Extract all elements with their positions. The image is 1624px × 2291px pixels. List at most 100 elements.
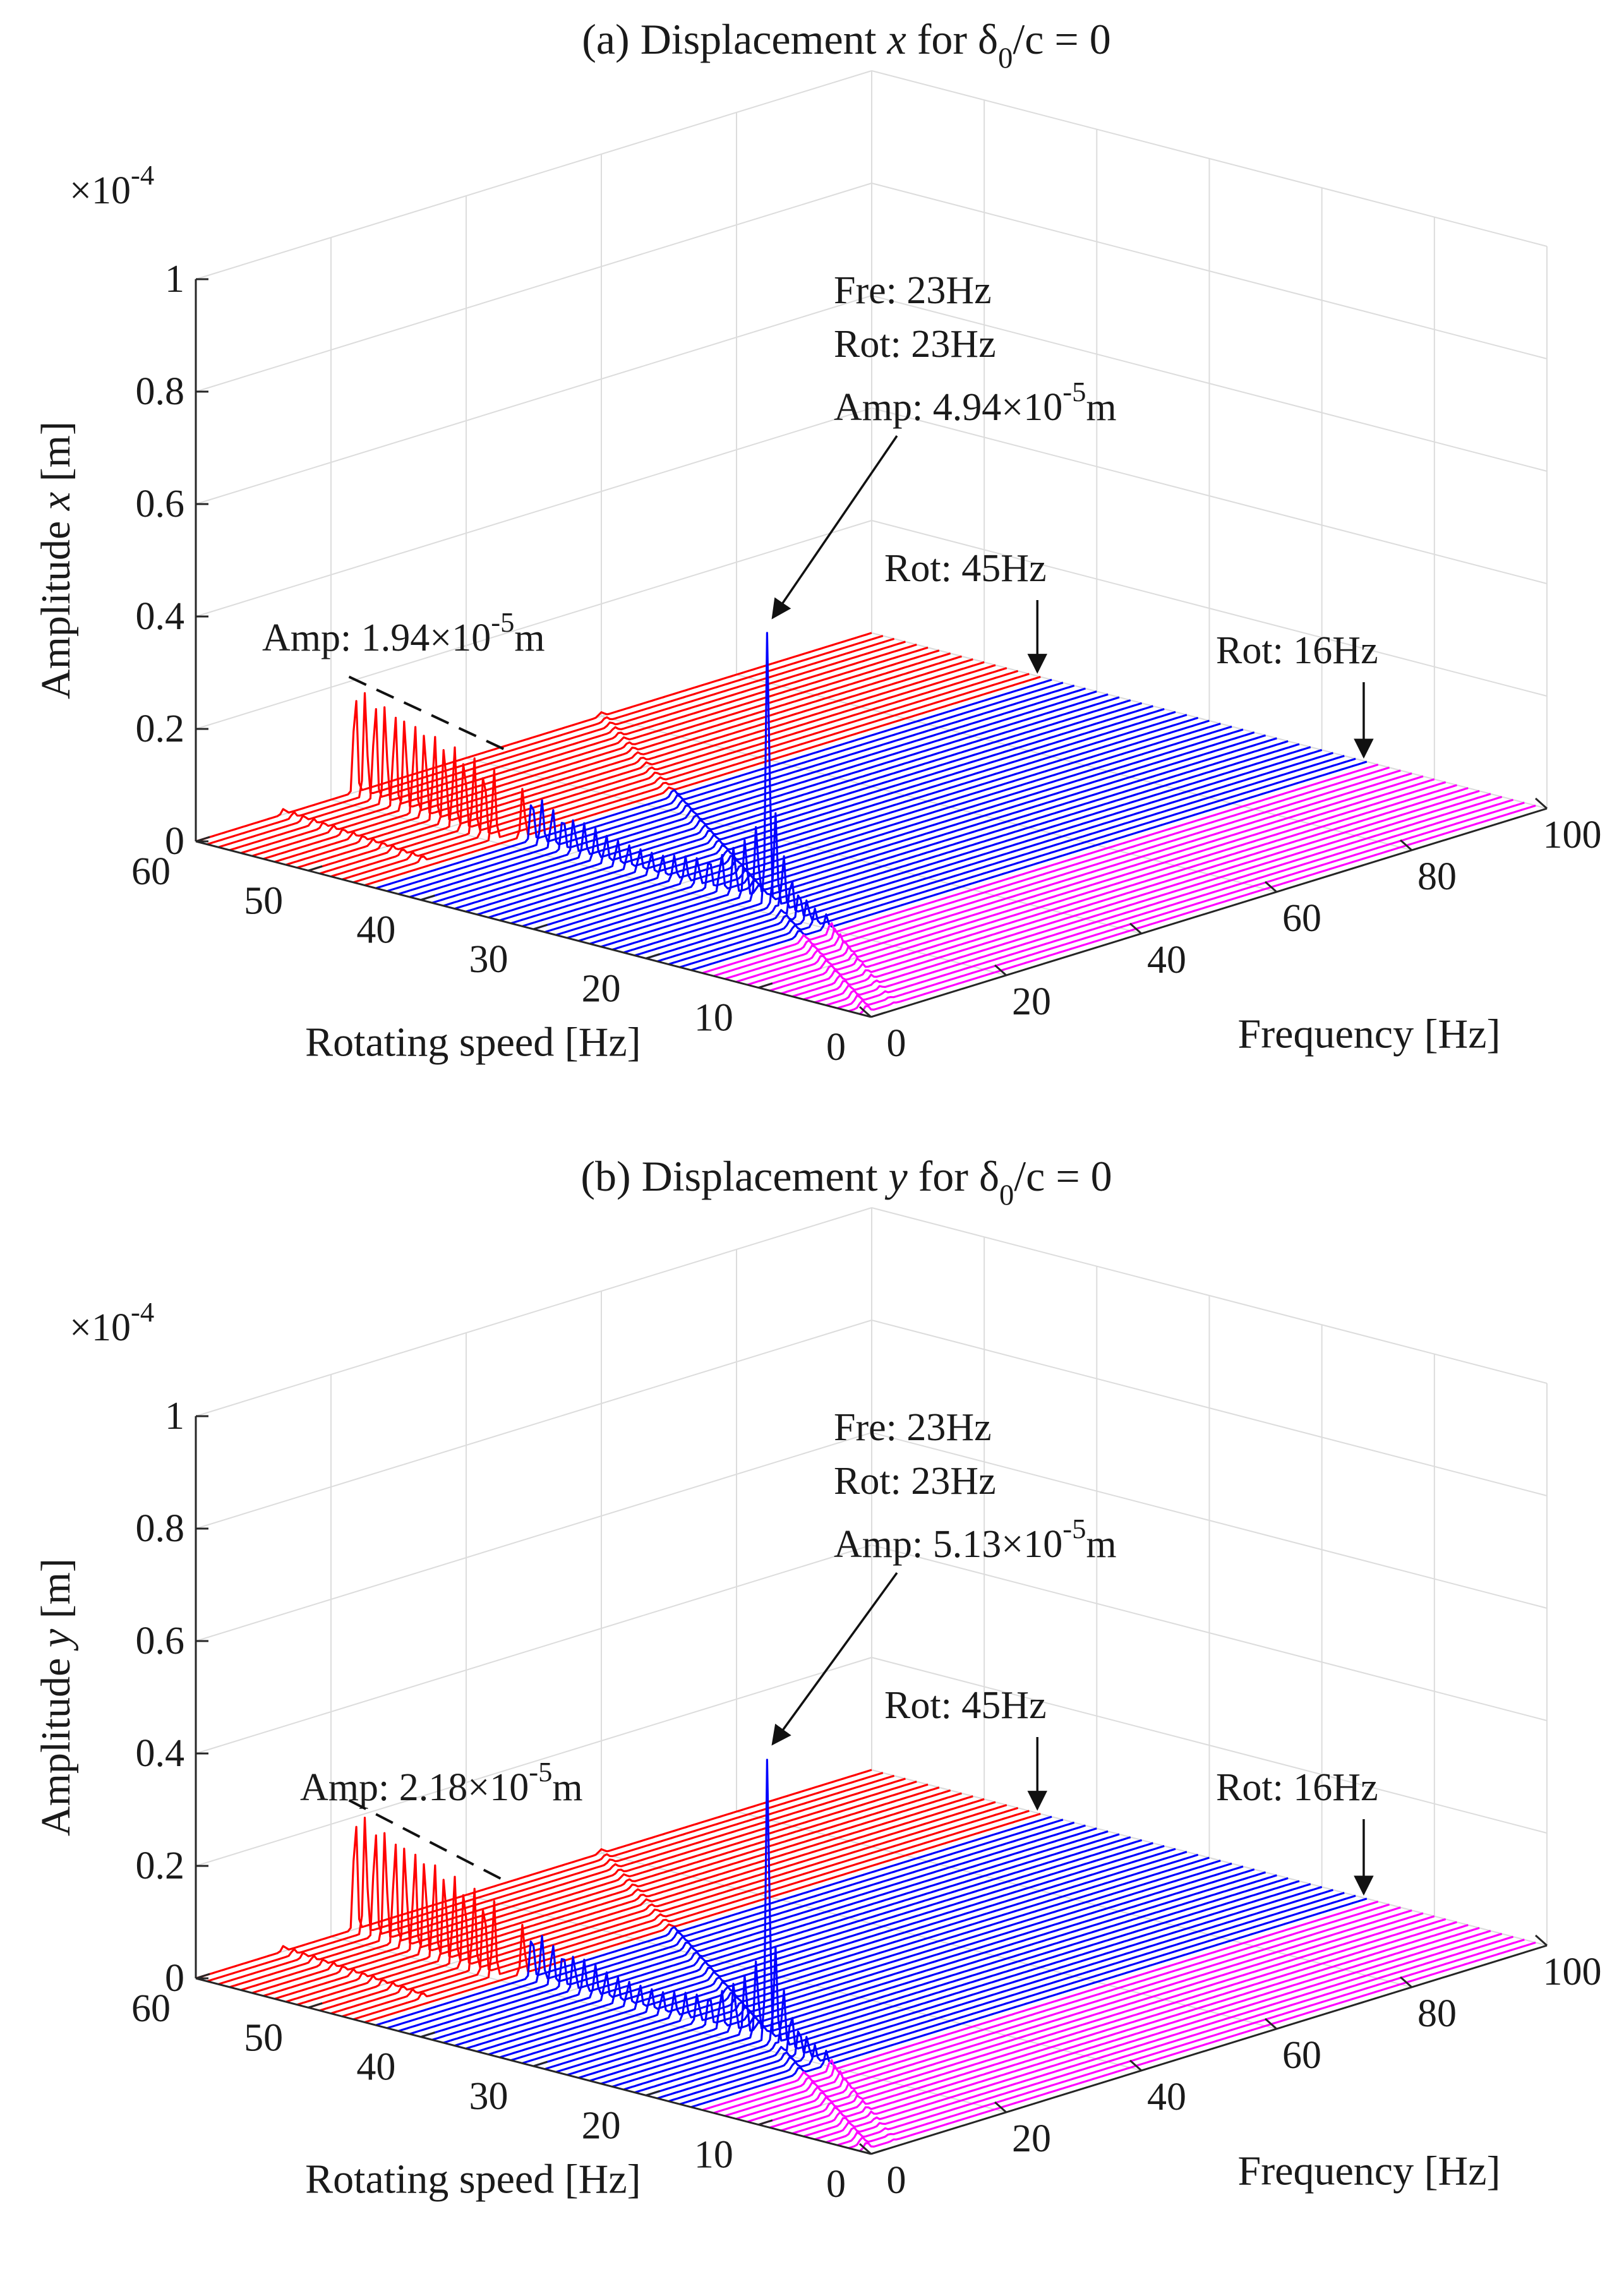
spectrum-trace <box>240 643 917 855</box>
grid-line <box>195 1544 872 1754</box>
spectrum-trace <box>848 802 1525 1013</box>
freq-tick-label: 100 <box>1543 814 1602 857</box>
annotation-peak-fre: Fre: 23Hz <box>834 269 992 312</box>
z-tick-label: 0.6 <box>136 1620 185 1663</box>
spectrum-trace <box>623 1880 1300 2091</box>
freq-tick-label: 60 <box>1282 2034 1321 2077</box>
spectrum-trace <box>859 804 1536 1015</box>
spectrum-trace <box>859 1941 1536 2152</box>
spectrum-trace <box>488 707 1165 919</box>
spectrum-trace <box>454 699 1131 910</box>
annotations: Fre: 23Hz Rot: 23Hz Amp: 4.94×10-5m Amp: 1.… <box>262 269 1378 759</box>
rot-tick <box>308 2002 323 2009</box>
spectrum-trace <box>286 1792 962 2003</box>
z-scale-factor: ×10-4 <box>69 159 154 212</box>
spectrum-trace <box>296 658 973 869</box>
spectrum-trace <box>352 673 1030 884</box>
z-tick-label: 1 <box>165 258 184 301</box>
spectrum-trace <box>826 1932 1503 2144</box>
rot-axis-label: Rotating speed [Hz] <box>305 2156 641 2203</box>
spectrum-trace <box>668 1892 1345 2103</box>
rot-tick <box>420 2031 435 2038</box>
freq-tick-label: 80 <box>1417 855 1457 898</box>
freq-tick <box>1535 797 1548 810</box>
spectrum-trace <box>218 637 895 848</box>
spectrum-trace <box>364 1812 1041 2024</box>
annotation-rot-45: Rot: 45Hz <box>884 547 1047 590</box>
spectrum-trace <box>837 798 1514 1009</box>
spectrum-trace <box>848 1939 1525 2150</box>
spectrum-trace <box>510 714 1188 925</box>
spectrum-trace <box>251 646 929 857</box>
rot-tick <box>420 894 435 901</box>
annotation-rot-16: Rot: 16Hz <box>1216 629 1378 672</box>
z-tick-label: 0.8 <box>136 1507 185 1550</box>
spectrum-trace <box>522 1853 1199 2064</box>
spectrum-trace <box>803 1927 1480 2138</box>
spectrum-trace <box>476 1842 1153 2053</box>
spectrum-trace <box>342 670 1019 881</box>
rot-tick-label: 40 <box>356 909 395 952</box>
frequency-axis <box>870 807 1548 1018</box>
grid-line <box>195 183 872 392</box>
spectrum-trace <box>218 1774 895 1985</box>
spectrum-trace <box>533 719 1210 930</box>
spectrum-trace <box>420 1827 1097 2038</box>
frequency-axis <box>870 1944 1548 2155</box>
spectrum-trace <box>781 1921 1457 2132</box>
z-tick-label: 0.2 <box>136 1844 185 1887</box>
grid-line <box>195 1207 872 1417</box>
freq-tick <box>1129 922 1142 935</box>
spectrum-trace <box>364 675 1041 887</box>
annotation-trend-line <box>348 1799 507 1883</box>
freq-tick <box>1265 2017 1277 2030</box>
annotation-peak-amp: Amp: 5.13×10-5m <box>834 1513 1117 1566</box>
annotation-trend-line <box>348 675 507 752</box>
annotation-peak-fre: Fre: 23Hz <box>834 1406 992 1449</box>
rot-tick <box>758 2119 773 2126</box>
rot-tick-label: 60 <box>131 1987 171 2030</box>
spectrum-trace <box>589 1871 1266 2082</box>
freq-tick <box>1400 839 1412 851</box>
spectrum-trace <box>702 1900 1379 2112</box>
rot-tick-label: 0 <box>826 2163 846 2206</box>
spectrum-trace <box>274 652 951 863</box>
spectra-traces <box>195 632 1536 1015</box>
spectrum-trace <box>387 682 1064 893</box>
annotation-arrow <box>771 1572 898 1746</box>
z-tick-label: 0.2 <box>136 707 185 750</box>
annotation-arrow <box>771 435 898 620</box>
z-axis-label: Amplitude x [m] <box>33 421 79 699</box>
rot-tick <box>870 1011 886 1018</box>
spectrum-trace <box>555 1862 1232 2073</box>
spectrum-trace <box>668 755 1345 966</box>
spectrum-trace <box>319 664 996 875</box>
spectrum-trace <box>578 1868 1255 2079</box>
z-tick-label: 1 <box>165 1395 184 1438</box>
rot-tick <box>308 865 323 872</box>
spectrum-trace <box>499 1848 1176 2059</box>
rot-tick <box>533 2060 548 2067</box>
spectrum-trace <box>826 795 1503 1007</box>
spectrum-trace <box>634 746 1311 957</box>
freq-tick <box>1129 2059 1142 2072</box>
rot-tick-label: 50 <box>244 2016 283 2059</box>
spectrum-trace <box>263 649 940 860</box>
annotation-peak-rot: Rot: 23Hz <box>834 1460 996 1503</box>
rot-tick-label: 20 <box>582 967 621 1010</box>
z-tick-label: 0.4 <box>136 1732 185 1775</box>
spectrum-trace <box>724 769 1401 980</box>
spectrum-trace <box>510 1851 1188 2062</box>
chart-title: (b) Displacement y for δ0/c = 0 <box>580 1152 1112 1212</box>
spectrum-trace <box>319 1801 996 2012</box>
spectrum-trace <box>499 711 1176 922</box>
z-tick-label: 0.8 <box>136 370 185 413</box>
freq-tick-label: 60 <box>1282 897 1321 940</box>
spectrum-trace <box>398 684 1075 895</box>
spectrum-trace <box>600 1874 1277 2085</box>
spectrum-trace <box>544 1860 1221 2071</box>
rot-tick-label: 10 <box>694 997 733 1040</box>
freq-axis-label: Frequency [Hz] <box>1238 1011 1501 1057</box>
spectrum-trace <box>837 1935 1514 2146</box>
spectrum-trace <box>274 1789 951 2000</box>
